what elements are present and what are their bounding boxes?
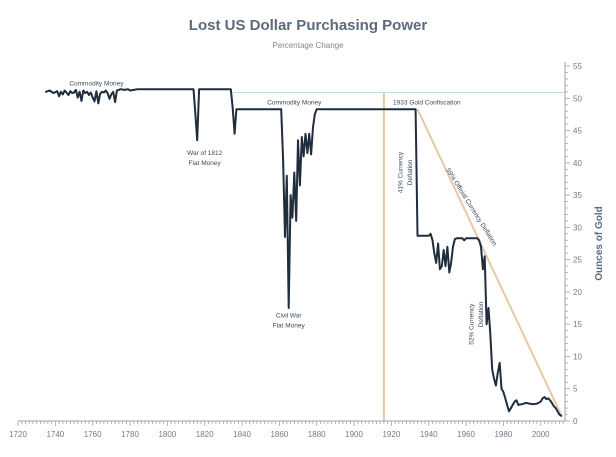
y-tick-label: 25 xyxy=(573,256,582,265)
y-tick-label: 40 xyxy=(573,159,582,168)
chart-subtitle: Percentage Change xyxy=(272,41,344,50)
y-tick-label: 15 xyxy=(573,320,582,329)
y-tick-label: 5 xyxy=(573,385,578,394)
annotation-label: Fiat Money xyxy=(189,160,222,167)
reference-lines xyxy=(232,91,565,421)
x-tick-label: 1780 xyxy=(121,430,139,439)
annotation-label: 52% Currency xyxy=(469,303,476,345)
y-tick-label: 0 xyxy=(573,417,578,426)
x-tick-label: 1840 xyxy=(233,430,251,439)
annotation-label: Deflation xyxy=(478,301,485,327)
annotation-label: Civil War xyxy=(276,313,303,320)
y-tick-label: 10 xyxy=(573,352,582,361)
annotation-label: Deflation xyxy=(407,159,414,185)
annotation-label: 41% Currency xyxy=(398,151,405,193)
series xyxy=(45,88,563,417)
y-axis-ticks: 0 5 10 15 20 25 30 35 40 45 50 55 xyxy=(565,62,582,426)
y-tick-label: 45 xyxy=(573,127,582,136)
axes xyxy=(18,62,566,422)
x-tick-label: 2000 xyxy=(532,430,550,439)
y-tick-label: 35 xyxy=(573,191,582,200)
y-tick-label: 30 xyxy=(573,223,582,232)
y-tick-label: 20 xyxy=(573,288,582,297)
annotation-label: 1933 Gold Confiscation xyxy=(393,100,461,107)
x-tick-label: 1820 xyxy=(196,430,214,439)
x-tick-label: 1720 xyxy=(9,430,27,439)
annotation-label: Fiat Money xyxy=(273,322,306,329)
x-tick-label: 1940 xyxy=(420,430,438,439)
series-line xyxy=(45,88,563,417)
annotation-label: Commodity Money xyxy=(267,100,322,107)
x-tick-label: 1900 xyxy=(345,430,363,439)
x-tick-label: 1920 xyxy=(382,430,400,439)
x-tick-label: 1880 xyxy=(308,430,326,439)
annotation-label: Commodity Money xyxy=(69,80,124,87)
annotation-label: War of 1812 xyxy=(187,150,223,157)
annotation-label: 59% Official Currency Deflation xyxy=(444,167,498,248)
y-tick-label: 50 xyxy=(573,94,582,103)
y-tick-label: 55 xyxy=(573,62,582,71)
trend-line xyxy=(416,108,563,416)
x-axis-ticks: 1720 1740 1760 1780 1800 1820 1840 1860 1880 1900… xyxy=(9,421,564,439)
x-tick-label: 1860 xyxy=(270,430,288,439)
x-tick-label: 1980 xyxy=(494,430,512,439)
y-axis-title: Ounces of Gold xyxy=(594,206,605,280)
x-tick-label: 1800 xyxy=(158,430,176,439)
x-tick-label: 1760 xyxy=(84,430,102,439)
x-tick-label: 1740 xyxy=(46,430,64,439)
chart-title: Lost US Dollar Purchasing Power xyxy=(188,17,428,34)
x-tick-label: 1960 xyxy=(457,430,475,439)
